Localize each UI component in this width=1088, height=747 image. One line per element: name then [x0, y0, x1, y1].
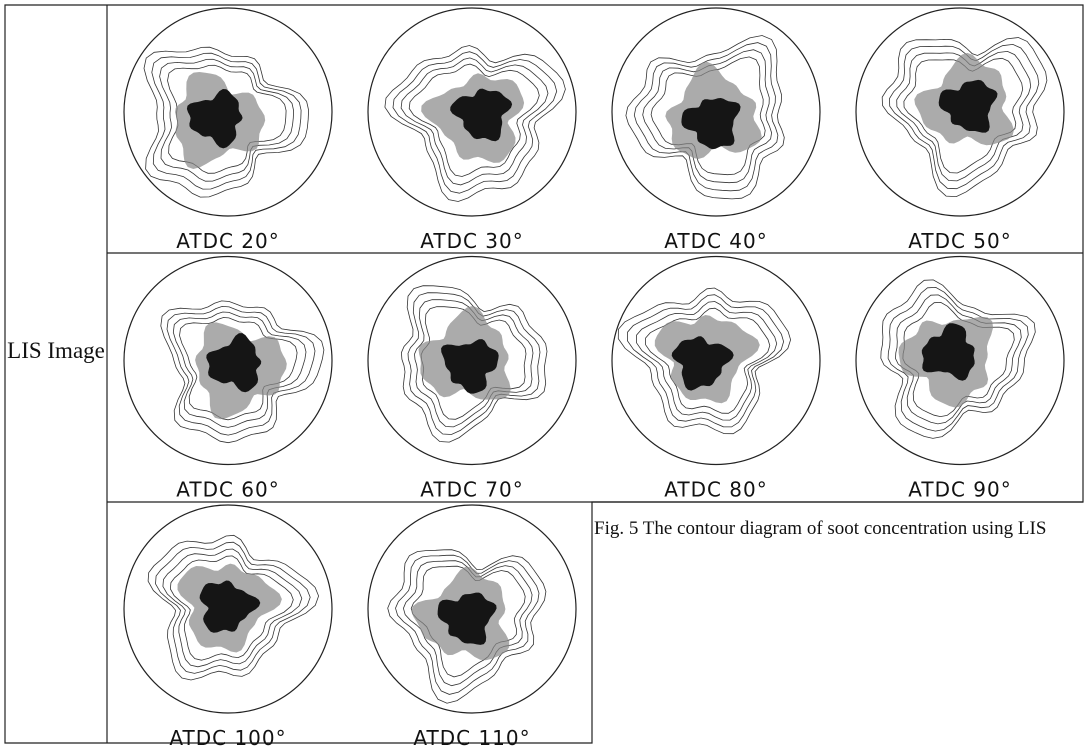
contour-image: ATDC 100° — [124, 505, 332, 747]
panel-label: ATDC 100° — [169, 726, 286, 747]
panel-label: ATDC 90° — [908, 478, 1012, 502]
contour-image: ATDC 20° — [124, 8, 332, 253]
contour-image: ATDC 80° — [612, 257, 820, 502]
figure-caption: Fig. 5 The contour diagram of soot conce… — [594, 512, 1087, 545]
panel-label: ATDC 80° — [664, 478, 768, 502]
contour-image: ATDC 50° — [856, 8, 1064, 253]
contour-image: ATDC 30° — [368, 8, 576, 253]
panel-label: ATDC 40° — [664, 229, 768, 253]
page: ATDC 20° ATDC 30° ATDC 40° ATDC 50° ATDC 60°… — [0, 0, 1088, 747]
contour-image: ATDC 70° — [368, 257, 576, 502]
contour-image: ATDC 110° — [368, 505, 576, 747]
panel-label: ATDC 60° — [176, 478, 280, 502]
panel-label: ATDC 20° — [176, 229, 280, 253]
panel-label: ATDC 110° — [413, 726, 530, 747]
contour-image: ATDC 40° — [612, 8, 820, 253]
figure: ATDC 20° ATDC 30° ATDC 40° ATDC 50° ATDC 60°… — [0, 0, 1088, 747]
panel-label: ATDC 50° — [908, 229, 1012, 253]
panel-label: ATDC 70° — [420, 478, 524, 502]
panel-label: ATDC 30° — [420, 229, 524, 253]
contour-image: ATDC 60° — [124, 257, 332, 502]
contour-image: ATDC 90° — [856, 257, 1064, 502]
row-label: LIS Image — [5, 334, 107, 368]
